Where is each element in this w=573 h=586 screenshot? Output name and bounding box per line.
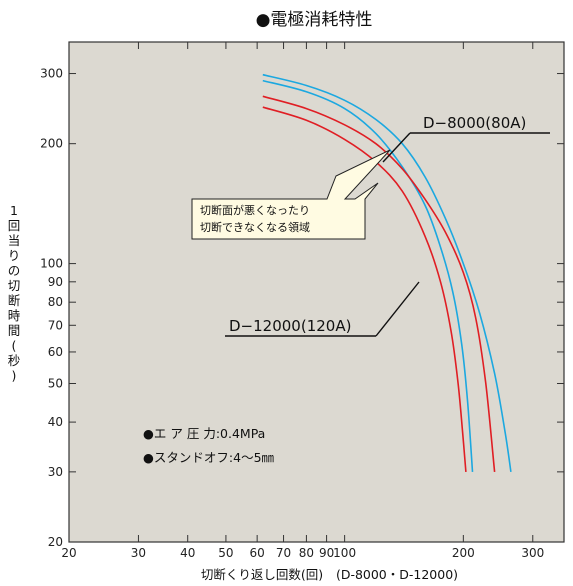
x-tick-label: 100 xyxy=(333,546,356,560)
series-line-d12000-inner xyxy=(262,106,467,472)
x-tick-label: 60 xyxy=(250,546,265,560)
y-tick-label: 80 xyxy=(48,295,63,309)
y-tick-label: 30 xyxy=(48,465,63,479)
series-line-d12000-outer xyxy=(262,95,496,472)
y-tick-label: 300 xyxy=(40,67,63,81)
y-tick-label: 50 xyxy=(48,376,63,390)
y-tick-label: 90 xyxy=(48,275,63,289)
callout-line-1: 切断面が悪くなったり xyxy=(200,203,310,217)
x-axis-label-note: (D-8000・D-12000) xyxy=(336,567,458,582)
label-d8000: D−8000(80A) xyxy=(382,114,550,163)
x-tick-label: 70 xyxy=(276,546,291,560)
x-tick-label: 300 xyxy=(521,546,544,560)
condition-standoff: ●スタンドオフ:4〜5㎜ xyxy=(143,450,275,465)
y-tick-label: 100 xyxy=(40,257,63,271)
callout-box: 切断面が悪くなったり 切断できなくなる領域 xyxy=(191,149,391,240)
y-tick-label: 20 xyxy=(48,535,63,549)
x-tick-label: 200 xyxy=(452,546,475,560)
label-d12000: D−12000(120A) xyxy=(225,281,420,337)
condition-air-pressure: ●エ ア 圧 力:0.4MPa xyxy=(143,426,265,441)
series-line-d8000-outer xyxy=(262,73,512,473)
x-tick-label: 20 xyxy=(61,546,76,560)
y-axis-label-text: 1 回当りの切断時間(秒) xyxy=(8,203,21,383)
label-d8000-text: D−8000(80A) xyxy=(423,114,526,132)
x-axis-label: 切断くり返し回数(回) xyxy=(201,567,323,582)
y-tick-label: 200 xyxy=(40,137,63,151)
y-tick-label: 40 xyxy=(48,415,63,429)
x-tick-label: 90 xyxy=(319,546,334,560)
x-tick-label: 80 xyxy=(299,546,314,560)
label-d12000-text: D−12000(120A) xyxy=(229,317,351,335)
y-axis-label: 1 回当りの切断時間(秒) xyxy=(8,203,21,383)
callout-line-2: 切断できなくなる領域 xyxy=(200,220,310,234)
chart-title: ●電極消耗特性 xyxy=(256,10,373,30)
x-tick-label: 30 xyxy=(131,546,146,560)
y-tick-label: 60 xyxy=(48,345,63,359)
x-tick-label: 50 xyxy=(218,546,233,560)
series-line-d8000-inner xyxy=(262,79,474,472)
x-tick-label: 40 xyxy=(180,546,195,560)
y-tick-label: 70 xyxy=(48,318,63,332)
